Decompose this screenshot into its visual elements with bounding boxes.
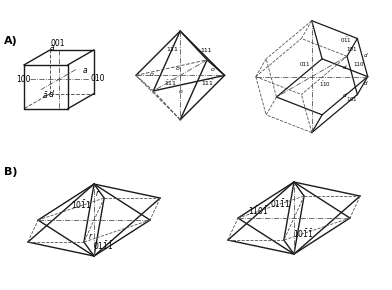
Text: 01$\bar{1}\bar{1}$: 01$\bar{1}\bar{1}$ (93, 240, 114, 253)
Text: 001: 001 (51, 39, 65, 48)
Text: 1$\bar{1}$1: 1$\bar{1}$1 (166, 45, 180, 55)
Text: 010: 010 (90, 74, 105, 83)
Text: 111: 111 (200, 48, 212, 53)
Text: 10$\bar{1}$: 10$\bar{1}$ (347, 95, 359, 104)
Text: d: d (343, 65, 346, 70)
Text: $\bar{1}$10: $\bar{1}$10 (319, 80, 331, 89)
Text: 1$\bar{1}$$\bar{1}$: 1$\bar{1}$$\bar{1}$ (201, 79, 214, 88)
Text: 1$\bar{1}$0$\bar{1}$: 1$\bar{1}$0$\bar{1}$ (248, 204, 269, 217)
Text: o: o (178, 89, 182, 94)
Text: 011: 011 (299, 62, 310, 68)
Text: d: d (364, 52, 367, 58)
Text: 100: 100 (16, 75, 31, 84)
Text: B): B) (4, 167, 17, 177)
Text: d: d (343, 93, 346, 98)
Text: a: a (49, 43, 54, 52)
Text: r: r (96, 189, 99, 198)
Text: $\bar{1}\bar{1}\bar{1}$: $\bar{1}\bar{1}\bar{1}$ (164, 79, 178, 88)
Text: 110: 110 (353, 62, 364, 68)
Text: 0$\bar{1}$1: 0$\bar{1}$1 (340, 36, 352, 45)
Text: 10$\bar{1}$1: 10$\bar{1}$1 (71, 198, 91, 211)
Text: o: o (150, 72, 154, 77)
Text: 101: 101 (347, 48, 357, 52)
Text: d: d (49, 90, 54, 99)
Text: 10$\bar{1}\bar{1}$: 10$\bar{1}\bar{1}$ (293, 228, 314, 240)
Text: r: r (89, 232, 92, 241)
Text: o: o (176, 66, 180, 71)
Text: o: o (211, 67, 214, 72)
Text: $\bar{a}$: $\bar{a}$ (42, 91, 49, 101)
Text: d: d (364, 81, 367, 86)
Text: 01$\bar{1}$1: 01$\bar{1}$1 (270, 197, 291, 210)
Text: A): A) (4, 37, 18, 46)
Text: a: a (83, 66, 87, 75)
